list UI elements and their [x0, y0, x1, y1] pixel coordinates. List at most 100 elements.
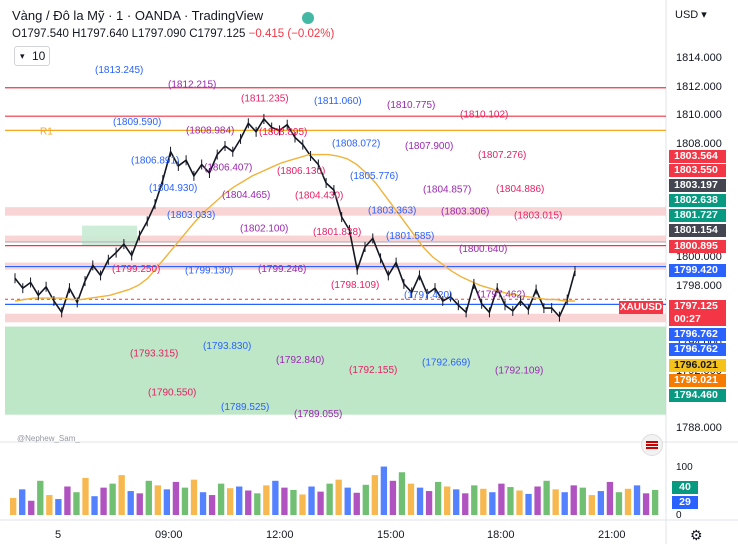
annotation-14: (1806.130): [277, 166, 325, 177]
price-label: 1796.021: [669, 359, 726, 372]
annotation-32: (1798.109): [331, 280, 379, 291]
price-label: 1802.638: [669, 194, 726, 207]
series-line-0: [14, 117, 576, 319]
volume-tick: 0: [676, 510, 682, 521]
volume-label: 40: [672, 481, 698, 494]
price-label: 1803.564: [669, 150, 726, 163]
time-tick: 12:00: [266, 529, 294, 541]
price-tick: 1788.000: [676, 421, 722, 434]
volume-bar-5: [55, 499, 62, 515]
price-label: 1796.021: [669, 374, 726, 387]
price-tick: 1812.000: [676, 80, 722, 93]
volume-bar-38: [353, 492, 360, 515]
zone-1: [5, 235, 666, 243]
volume-bar-42: [389, 480, 397, 515]
volume-bar-3: [37, 480, 44, 515]
time-tick: 15:00: [377, 529, 405, 541]
currency-selector[interactable]: USD ▾: [675, 9, 707, 21]
volume-bar-29: [272, 480, 279, 515]
annotation-26: (1801.838): [313, 227, 361, 238]
annotation-9: (1808.072): [332, 139, 380, 150]
volume-bar-13: [127, 491, 134, 515]
annotation-37: (1792.840): [276, 355, 324, 366]
price-label: 1803.197: [669, 179, 726, 192]
price-label: 1797.125: [669, 300, 726, 313]
volume-bar-32: [299, 494, 306, 515]
volume-bar-31: [290, 489, 297, 515]
volume-bar-15: [145, 480, 152, 515]
volume-bar-62: [570, 485, 577, 515]
gear-icon[interactable]: ⚙: [690, 527, 703, 543]
annotation-21: (1803.363): [368, 206, 416, 217]
price-label: 1796.762: [669, 343, 726, 356]
volume-bar-68: [624, 488, 632, 515]
chevron-down-icon: ▾: [20, 51, 25, 61]
volume-bar-35: [326, 483, 333, 515]
volume-bar-54: [498, 483, 505, 515]
annotation-2: (1811.235): [241, 94, 289, 105]
volume-bar-63: [579, 487, 586, 515]
annotation-15: (1805.776): [350, 171, 398, 182]
demand-box: [82, 225, 137, 246]
volume-bar-70: [642, 493, 650, 515]
volume-bar-21: [199, 492, 207, 515]
low-value: L1797.090: [131, 28, 186, 40]
annotation-35: (1793.315): [130, 348, 178, 359]
annotation-4: (1810.775): [387, 100, 435, 111]
volume-bar-8: [82, 477, 89, 515]
volume-bar-60: [552, 489, 559, 515]
annotation-11: (1807.276): [478, 150, 526, 161]
high-value: H1797.640: [72, 28, 129, 40]
annotation-19: (1804.465): [222, 190, 270, 201]
annotation-22: (1803.306): [441, 206, 489, 217]
volume-bar-37: [344, 487, 351, 515]
us-flag-icon[interactable]: [641, 434, 663, 456]
level-label-2: R1: [40, 126, 53, 137]
volume-bar-28: [263, 485, 270, 515]
volume-bar-33: [308, 486, 315, 515]
price-label: 1801.727: [669, 209, 726, 222]
annotation-5: (1810.102): [460, 110, 508, 121]
volume-bar-10: [100, 487, 107, 515]
zone-3: [5, 313, 666, 323]
series-line-1: [14, 153, 575, 302]
annotation-31: (1799.246): [258, 264, 306, 275]
volume-bar-43: [398, 472, 406, 515]
volume-bar-59: [543, 480, 550, 515]
volume-bar-47: [434, 481, 442, 515]
annotation-12: (1806.891): [131, 155, 179, 166]
volume-bar-66: [606, 481, 614, 515]
interval-value: 10: [32, 49, 46, 63]
volume-label: 29: [672, 496, 698, 509]
volume-bar-20: [190, 479, 198, 515]
volume-bar-27: [254, 493, 261, 515]
annotation-3: (1811.060): [314, 96, 362, 107]
price-label: 1803.550: [669, 164, 726, 177]
volume-bar-40: [371, 475, 378, 515]
volume-bar-1: [19, 489, 26, 515]
interval-selector[interactable]: ▾ 10: [14, 46, 50, 66]
volume-bar-58: [534, 486, 541, 515]
price-label: 1799.420: [669, 264, 726, 277]
annotation-8: (1808.895): [259, 127, 307, 138]
annotation-39: (1792.669): [422, 358, 470, 369]
price-label: 1801.154: [669, 224, 726, 237]
volume-bar-49: [453, 489, 460, 515]
volume-bar-44: [407, 483, 415, 515]
time-tick: 09:00: [155, 529, 183, 541]
annotation-7: (1808.984): [186, 126, 234, 137]
volume-bar-22: [208, 495, 216, 515]
volume-bar-52: [480, 488, 487, 515]
symbol-tag: XAUUSD: [619, 301, 663, 314]
price-label: 1796.762: [669, 328, 726, 341]
volume-bar-61: [561, 492, 568, 515]
price-label: 1800.895: [669, 240, 726, 253]
volume-bar-51: [471, 485, 478, 515]
volume-bar-55: [507, 487, 514, 515]
annotation-29: (1799.250): [112, 264, 160, 275]
annotation-34: (1797.462): [477, 289, 525, 300]
volume-bar-9: [91, 496, 98, 515]
annotation-33: (1797.420): [404, 290, 452, 301]
annotation-41: (1790.550): [148, 388, 196, 399]
